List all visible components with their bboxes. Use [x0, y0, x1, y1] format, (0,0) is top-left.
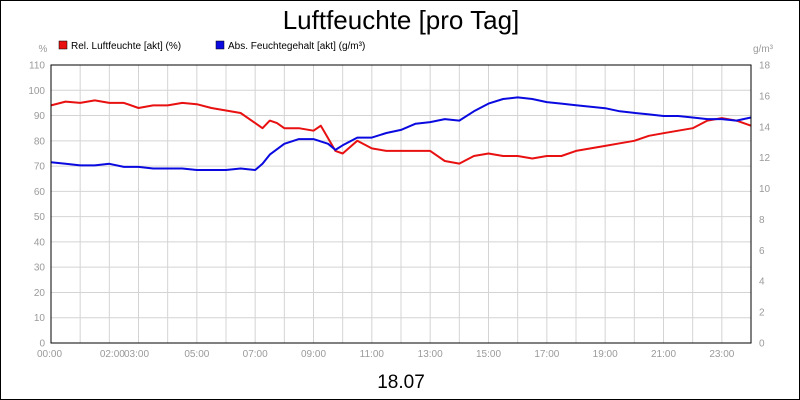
chart-grid [51, 65, 751, 343]
right-axis-tick-label: 6 [759, 246, 765, 257]
left-axis-tick-label: 90 [34, 111, 46, 122]
plot-border [50, 64, 752, 344]
left-axis-tick-label: 70 [34, 162, 46, 173]
x-axis-tick-label: 03:00 [124, 349, 149, 360]
right-axis-tick-label: 10 [759, 184, 771, 195]
series-layer [50, 96, 752, 171]
legend-label-rel: Rel. Luftfeuchte [akt] (%) [71, 41, 181, 52]
right-axis-tick-label: 2 [759, 308, 765, 319]
x-axis-tick-label: 02:00 [100, 349, 125, 360]
x-axis-ticks: 00:00 02:00 03:00 05:00 07:00 09:00 11:00 13:00… [37, 349, 735, 360]
left-axis-tick-label: 80 [34, 136, 46, 147]
left-axis-ticks: 0 10 20 30 40 50 60 70 80 90 100 110 [28, 61, 45, 350]
left-axis-tick-label: 10 [34, 313, 46, 324]
right-axis-tick-label: 16 [759, 91, 771, 102]
x-axis-tick-label: 21:00 [651, 349, 676, 360]
left-axis-tick-label: 60 [34, 187, 46, 198]
left-axis-tick-label: 40 [34, 237, 46, 248]
right-axis-tick-label: 14 [759, 122, 771, 133]
left-axis-tick-label: 100 [28, 86, 45, 97]
x-axis-date-label: 18.07 [377, 372, 425, 393]
right-axis-tick-label: 0 [759, 339, 765, 350]
right-axis-tick-label: 12 [759, 153, 771, 164]
legend-label-abs: Abs. Feuchtegehalt [akt] (g/m³) [228, 41, 365, 52]
x-axis-tick-label: 23:00 [709, 349, 734, 360]
left-axis-tick-label: 110 [29, 61, 45, 72]
x-axis-tick-label: 09:00 [301, 349, 326, 360]
legend-swatch-abs [215, 40, 225, 50]
right-axis-ticks: 0 2 4 6 8 10 12 14 16 18 [759, 61, 771, 350]
x-axis-tick-label: 00:00 [37, 349, 62, 360]
left-axis-unit: % [39, 44, 48, 55]
x-axis-tick-label: 11:00 [360, 349, 385, 360]
legend: Rel. Luftfeuchte [akt] (%) Abs. Feuchteg… [58, 40, 365, 52]
left-axis-tick-label: 50 [34, 212, 46, 223]
right-axis-tick-label: 18 [759, 61, 771, 72]
x-axis-tick-label: 07:00 [243, 349, 268, 360]
left-axis-tick-label: 30 [34, 263, 46, 274]
left-axis-tick-label: 20 [34, 288, 46, 299]
legend-swatch-rel [58, 40, 68, 50]
right-axis-unit: g/m³ [753, 44, 774, 55]
series-line-abs-humidity [50, 96, 752, 171]
right-axis-tick-label: 8 [759, 215, 765, 226]
left-axis-tick-label: 0 [39, 339, 45, 350]
right-axis-tick-label: 4 [759, 277, 765, 288]
chart-title: Luftfeuchte [pro Tag] [283, 5, 520, 35]
x-axis-tick-label: 13:00 [418, 349, 443, 360]
x-axis-tick-label: 15:00 [476, 349, 501, 360]
x-axis-tick-label: 05:00 [184, 349, 209, 360]
series-line-rel-humidity [50, 99, 752, 165]
x-axis-tick-label: 19:00 [593, 349, 618, 360]
x-axis-tick-label: 17:00 [534, 349, 559, 360]
